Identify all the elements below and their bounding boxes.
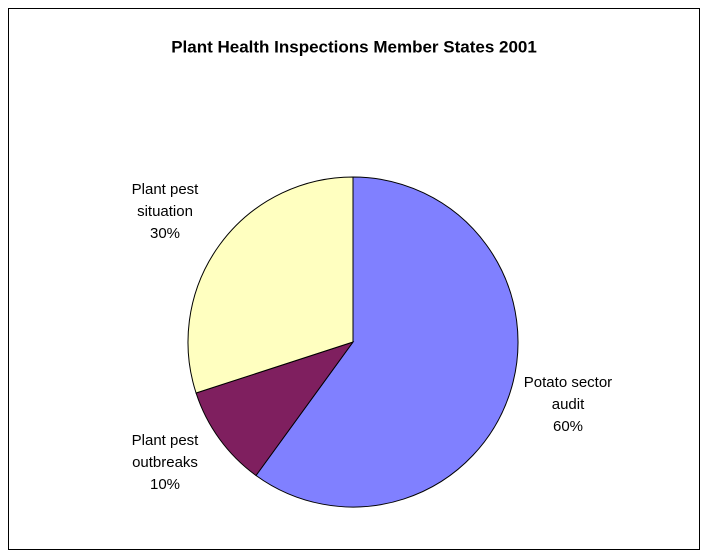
pie-slice	[255, 176, 519, 508]
category-label: Plant pest outbreaks	[131, 432, 199, 471]
value-label: 30%	[149, 225, 181, 242]
pie-slice	[195, 341, 355, 477]
chart-title: Plant Health Inspections Member States 2…	[171, 37, 537, 56]
value-label: 10%	[149, 476, 181, 493]
slice-label: Plant pest outbreaks 10%	[109, 430, 221, 496]
pie-slice	[187, 176, 354, 394]
value-label: 60%	[552, 418, 584, 435]
slice-label: Plant pest situation 30%	[109, 179, 221, 245]
category-label: Plant pest situation	[131, 181, 199, 220]
slice-label: Potato sector audit 60%	[512, 372, 624, 438]
category-label: Potato sector audit	[523, 374, 613, 413]
